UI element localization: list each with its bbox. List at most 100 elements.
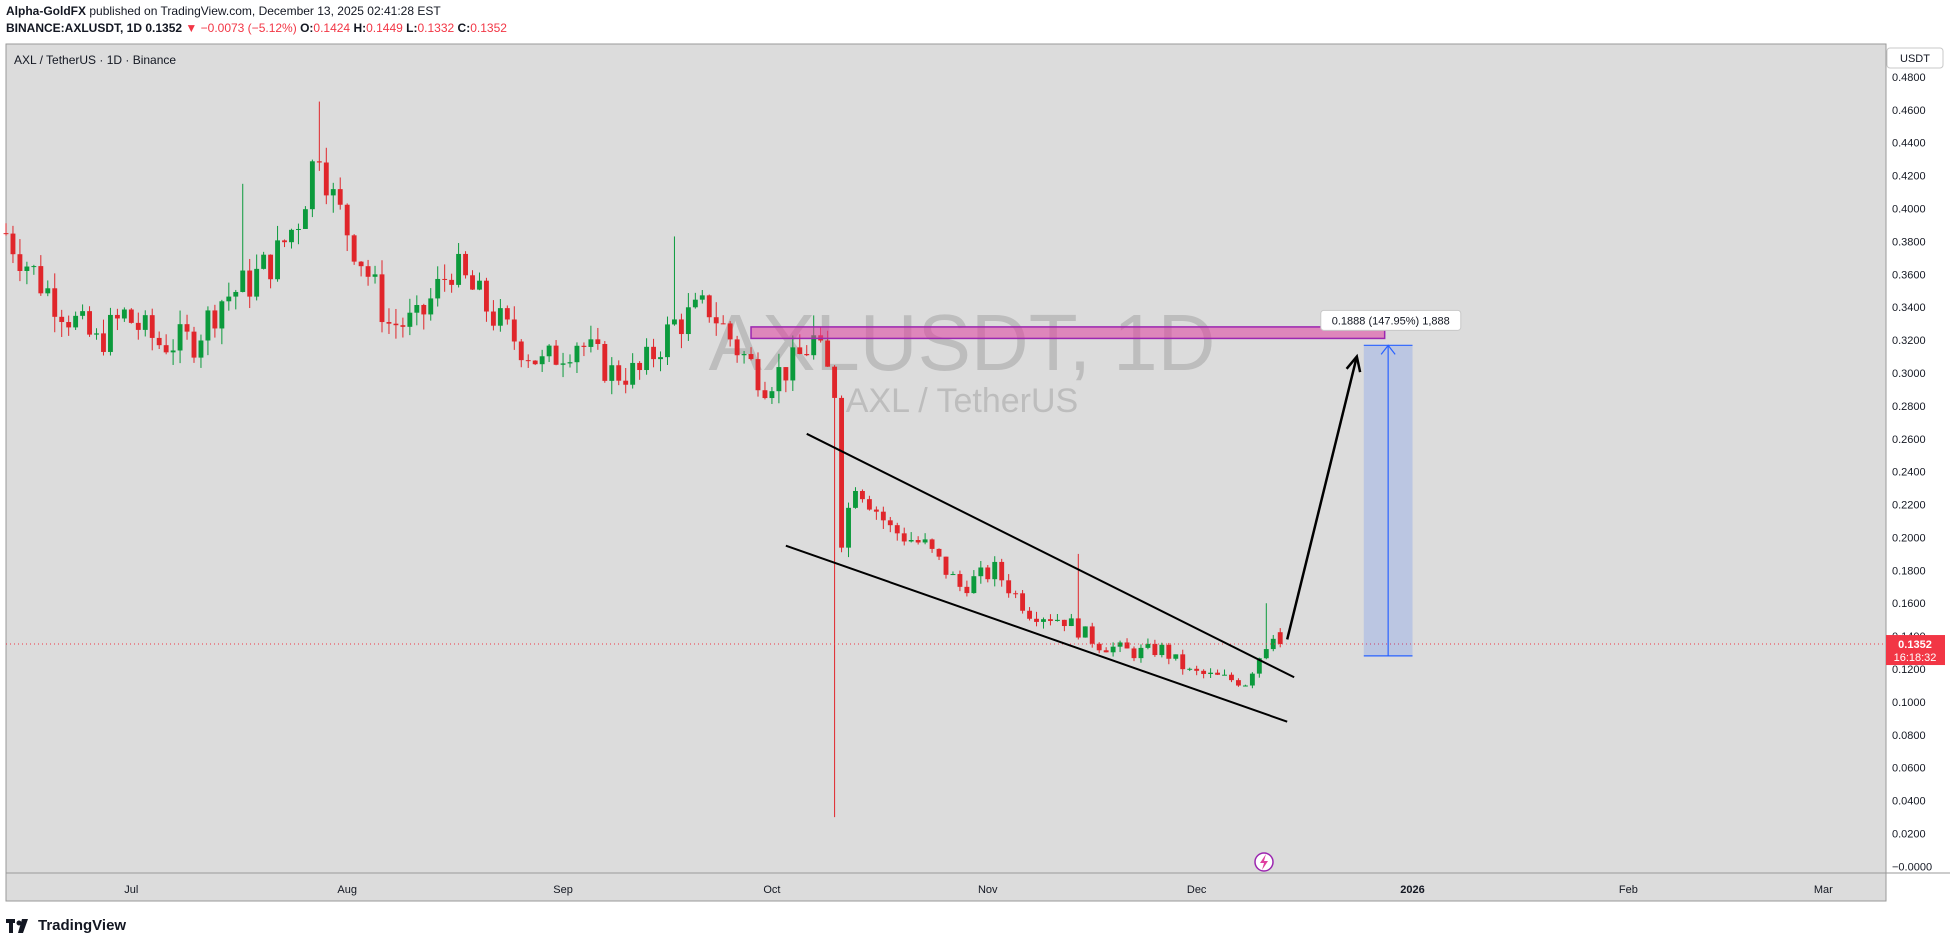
candle-body xyxy=(1138,647,1144,659)
candle-body xyxy=(783,367,789,381)
candle-body xyxy=(539,356,545,365)
candle-body xyxy=(1145,643,1151,648)
low-label: L: xyxy=(406,21,418,35)
tradingview-logo-icon xyxy=(6,918,32,933)
candle-body xyxy=(247,270,253,297)
candle-body xyxy=(713,317,719,324)
candle-body xyxy=(254,268,260,297)
x-tick-label: Sep xyxy=(553,884,573,896)
publisher-name[interactable]: Alpha-GoldFX xyxy=(6,4,86,18)
candle-body xyxy=(73,315,79,328)
candle-body xyxy=(1166,644,1172,659)
candle-body xyxy=(205,310,211,341)
candle-body xyxy=(226,296,232,302)
plot-area[interactable] xyxy=(5,43,1887,902)
y-tick-label: 0.1000 xyxy=(1892,697,1926,709)
candle-body xyxy=(588,339,594,347)
candle-body xyxy=(755,359,761,391)
high-label: H: xyxy=(353,21,367,35)
y-tick-label: 0.4600 xyxy=(1892,105,1926,117)
measure-arrow-icon xyxy=(1380,344,1396,355)
candle-body xyxy=(484,280,489,312)
candle-body xyxy=(915,540,921,543)
currency-button[interactable]: USDT xyxy=(1886,47,1944,69)
x-axis-ticks: Jul Aug Sep Oct Nov Dec 2026 Feb Mar xyxy=(124,884,1833,896)
candle-body xyxy=(985,567,991,580)
candle-body xyxy=(470,275,475,290)
candle-body xyxy=(135,322,141,330)
watermark-sub: AXL / TetherUS xyxy=(846,382,1078,420)
y-tick-label: 0.0200 xyxy=(1892,829,1926,841)
candle-body xyxy=(289,229,294,243)
price-chart[interactable]: AXLUSDT, 1D AXL / TetherUS AXL / TetherU… xyxy=(0,42,1957,912)
candle-body xyxy=(720,323,726,325)
forecast-arrow-head-icon xyxy=(1345,353,1362,373)
candle-body xyxy=(309,161,315,210)
x-tick-label: Aug xyxy=(337,884,357,896)
candle-body xyxy=(748,354,754,360)
candle-body xyxy=(1194,668,1200,671)
candle-body xyxy=(386,322,392,324)
y-tick-label: 0.2800 xyxy=(1892,401,1926,413)
candle-body xyxy=(1159,644,1165,656)
candle-body xyxy=(212,310,218,329)
y-tick-label: 0.3200 xyxy=(1892,335,1926,347)
y-tick-label: 0.4400 xyxy=(1892,138,1926,150)
candle-body xyxy=(769,391,775,399)
candle-body xyxy=(302,209,308,229)
candle-body xyxy=(24,266,30,271)
candle-body xyxy=(219,301,225,329)
candle-body xyxy=(1027,610,1032,619)
price-change: −0.0073 (−5.12%) xyxy=(200,21,297,35)
candle-body xyxy=(379,274,385,323)
y-tick-label: 0.0800 xyxy=(1892,730,1926,742)
candle-body xyxy=(101,333,106,352)
candle-body xyxy=(191,331,197,358)
candle-body xyxy=(623,380,629,385)
y-tick-label: 0.3600 xyxy=(1892,269,1926,281)
candle-body xyxy=(1082,626,1088,638)
currency-label: USDT xyxy=(1900,53,1930,65)
candle-body xyxy=(658,357,663,360)
candle-body xyxy=(574,345,580,363)
candle-body xyxy=(1117,642,1123,647)
x-tick-label: Nov xyxy=(978,884,998,896)
x-tick-label: Jul xyxy=(124,884,138,896)
candle-body xyxy=(518,341,524,361)
candle-body xyxy=(901,533,907,542)
candle-body xyxy=(240,270,246,292)
candle-body xyxy=(567,362,573,364)
candle-body xyxy=(630,362,636,385)
candle-body xyxy=(1256,658,1262,674)
candle-body xyxy=(282,240,287,243)
candle-body xyxy=(880,511,886,521)
candle-body xyxy=(1187,668,1193,670)
candle-body xyxy=(428,298,434,315)
down-triangle-icon: ▼ xyxy=(185,21,198,35)
candle-body xyxy=(163,345,169,353)
candle-body xyxy=(672,319,677,325)
candle-body xyxy=(699,295,705,300)
candle-body xyxy=(999,561,1005,581)
candle-body xyxy=(943,556,949,575)
close-label: C: xyxy=(457,21,471,35)
y-tick-label: 0.3400 xyxy=(1892,302,1926,314)
candle-body xyxy=(922,539,928,543)
candle-body xyxy=(762,390,768,399)
candle-body xyxy=(233,291,239,297)
candle-body xyxy=(1006,580,1012,594)
tradingview-logo[interactable]: TradingView xyxy=(6,917,126,934)
published-text: published on TradingView.com, December 1… xyxy=(89,4,441,18)
candle-body xyxy=(776,367,782,392)
lightning-icon[interactable] xyxy=(1254,852,1274,872)
candle-body xyxy=(1180,654,1186,670)
candle-body xyxy=(950,574,956,576)
candle-body xyxy=(894,525,900,534)
candle-body xyxy=(414,305,420,313)
candle-body xyxy=(1131,648,1137,659)
candle-body xyxy=(275,240,280,280)
candle-body xyxy=(490,311,496,326)
candle-body xyxy=(1277,632,1283,645)
candle-body xyxy=(1263,649,1269,659)
candle-body xyxy=(929,539,935,549)
